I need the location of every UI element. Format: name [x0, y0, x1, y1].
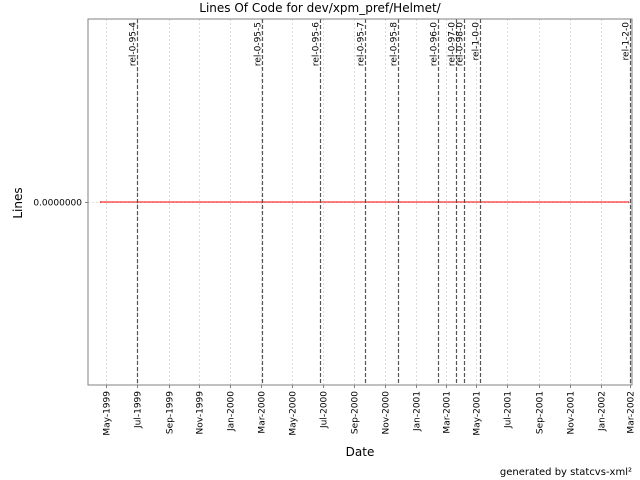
- series-layer: [99, 201, 630, 203]
- y-axis: 0.0000000: [33, 199, 88, 209]
- x-tick-label: Nov-2000: [382, 391, 392, 435]
- y-tick-label: 0.0000000: [33, 199, 82, 209]
- x-tick-label: Mar-2000: [258, 391, 268, 434]
- release-marker-label: rel-0-96-0: [430, 22, 440, 66]
- x-axis-label: Date: [346, 445, 375, 459]
- x-tick-label: Jul-2001: [504, 391, 514, 429]
- release-marker-label: rel-0-95-8: [390, 22, 400, 66]
- release-marker-label: rel-0-98-0: [456, 22, 466, 66]
- x-tick-label: May-2001: [473, 391, 483, 436]
- x-tick-label: Sep-2000: [351, 391, 361, 434]
- release-marker-label: rel-1-0-0: [472, 22, 482, 61]
- x-tick-label: May-1999: [103, 391, 113, 436]
- x-tick-label: Sep-2001: [536, 391, 546, 434]
- x-tick-label: Jul-1999: [134, 391, 144, 429]
- x-tick-label: Sep-1999: [166, 391, 176, 434]
- release-marker-label: rel-0-95-5: [254, 22, 264, 66]
- release-marker-label: rel-0-97-0: [448, 22, 458, 66]
- x-tick-label: May-2000: [289, 391, 299, 436]
- series-point: [99, 201, 102, 203]
- release-marker-label: rel-0-95-6: [312, 22, 322, 66]
- x-tick-label: Jan-2002: [598, 391, 608, 432]
- x-tick-label: Jan-2001: [413, 391, 423, 432]
- x-tick-label: Mar-2001: [443, 391, 453, 434]
- release-marker-label: rel-0-95-4: [129, 22, 139, 66]
- x-tick-label: Nov-2001: [567, 391, 577, 434]
- x-tick-label: Nov-1999: [196, 391, 206, 435]
- x-tick-label: Jan-2000: [227, 391, 237, 432]
- release-marker-label: rel-0-95-7: [357, 22, 367, 66]
- footer-credit: generated by statcvs-xml²: [500, 467, 632, 478]
- marker-layer: rel-0-95-4 rel-0-95-5 rel-0-95-6 rel-0-95-7…: [129, 19, 632, 385]
- series-point: [627, 201, 630, 203]
- chart-title: Lines Of Code for dev/xpm_pref/Helmet/: [199, 1, 441, 15]
- x-tick-label: Mar-2002: [627, 391, 637, 434]
- x-axis: May-1999 Jul-1999 Sep-1999 Nov-1999 Jan-2000…: [103, 385, 637, 436]
- x-tick-label: Jul-2000: [320, 391, 330, 429]
- y-axis-label: Lines: [11, 187, 25, 218]
- release-marker-label: rel-1-2-0: [622, 22, 632, 61]
